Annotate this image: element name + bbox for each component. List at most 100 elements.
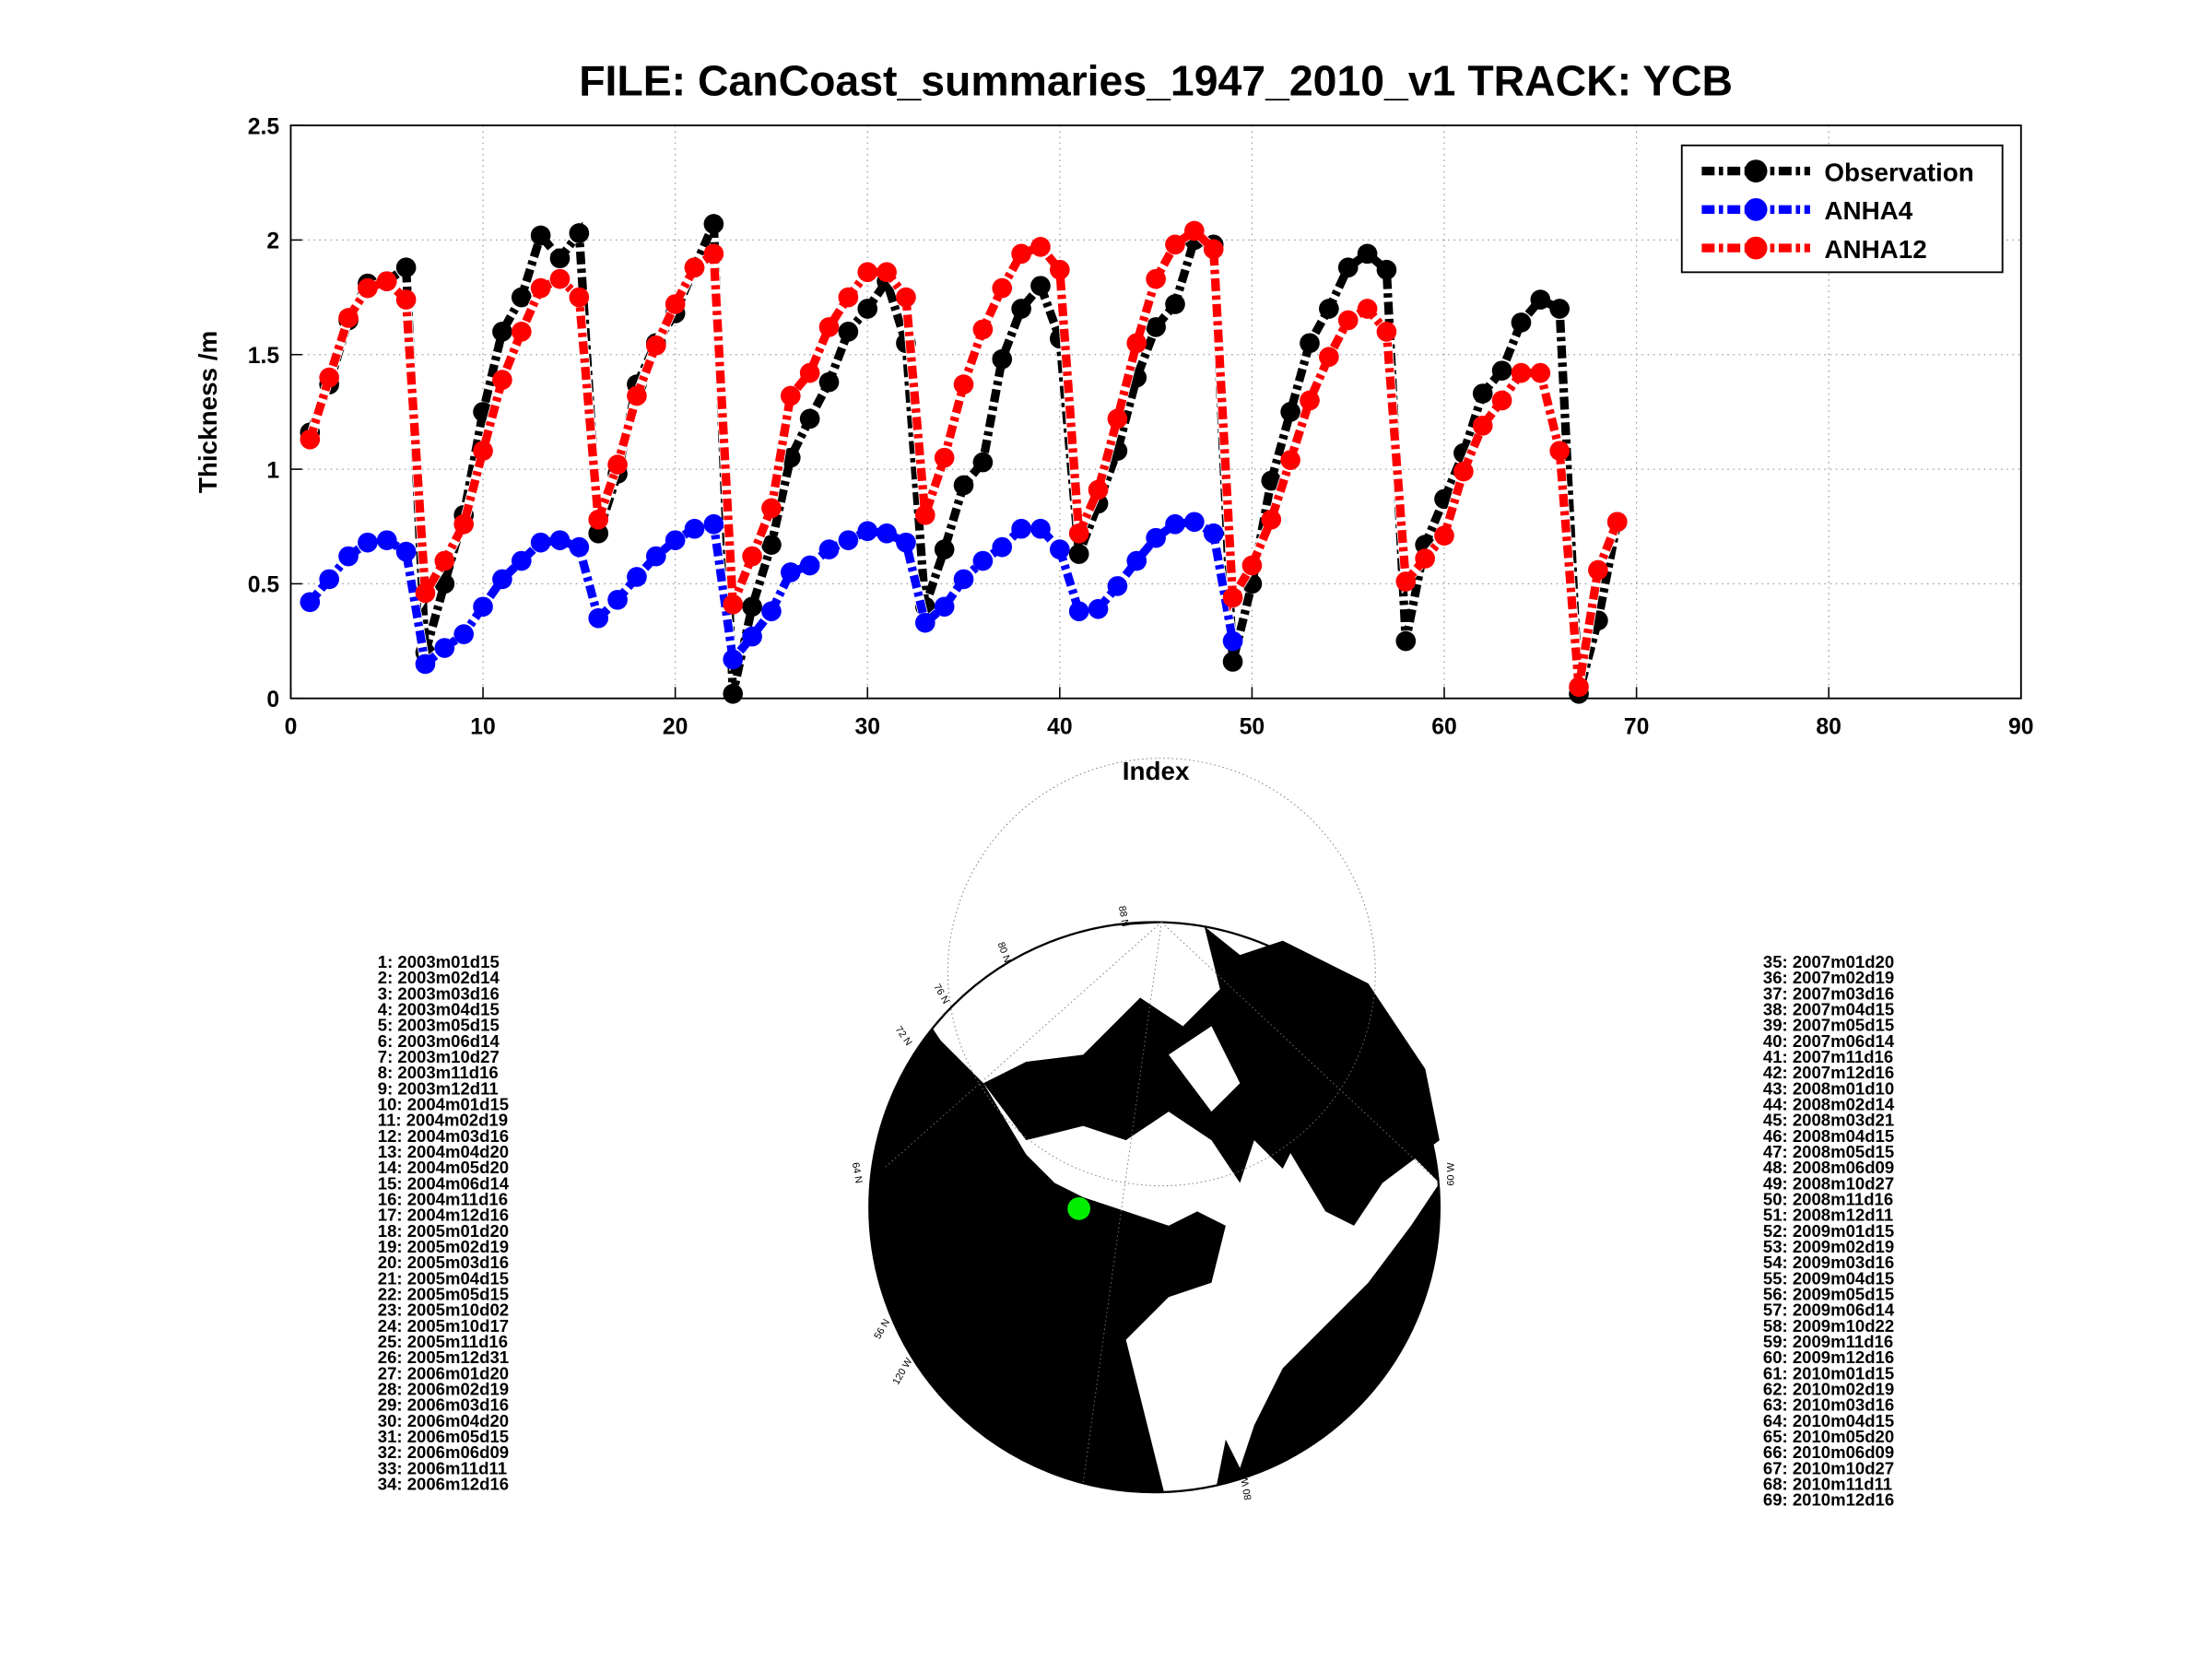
data-point — [1319, 299, 1339, 319]
data-point — [818, 539, 840, 559]
data-point — [799, 362, 820, 383]
map-graticule-label: 80 N — [995, 941, 1013, 965]
legend-label: ANHA4 — [1824, 196, 1912, 225]
date-label: 59: 2009m11d16 — [1763, 1332, 1893, 1351]
data-point — [1415, 548, 1435, 569]
data-point — [818, 371, 840, 393]
date-label: 29: 2006m03d16 — [378, 1395, 509, 1415]
data-point — [992, 348, 1013, 370]
data-point — [588, 607, 609, 629]
data-point — [1549, 441, 1570, 462]
data-point — [549, 248, 571, 269]
date-label: 64: 2010m04d15 — [1763, 1411, 1894, 1430]
data-point — [1357, 243, 1378, 265]
x-tick-label: 90 — [2008, 714, 2034, 739]
date-label: 15: 2004m06d14 — [378, 1173, 510, 1193]
data-point — [1146, 527, 1166, 548]
data-point — [1569, 677, 1589, 698]
data-point — [607, 589, 628, 610]
data-point — [1203, 239, 1224, 260]
data-point — [1107, 576, 1128, 596]
map-graticule-label: 80 W — [1239, 1476, 1253, 1501]
date-label: 19: 2005m02d19 — [378, 1237, 509, 1256]
data-point — [627, 385, 647, 406]
date-label: 60: 2009m12d16 — [1763, 1347, 1894, 1367]
data-point — [530, 532, 551, 553]
data-point — [1376, 259, 1397, 280]
data-point — [1011, 299, 1031, 319]
date-label: 2: 2003m02d14 — [378, 968, 500, 987]
data-point — [1107, 408, 1128, 429]
date-label: 27: 2006m01d20 — [378, 1363, 509, 1382]
date-label: 1: 2003m01d15 — [378, 952, 500, 971]
data-point — [415, 582, 436, 604]
data-point — [1050, 539, 1070, 559]
legend-swatch-marker — [1744, 197, 1768, 221]
map-graticule-label: 72 N — [893, 1024, 914, 1048]
map-graticule-label: 88 N — [1116, 905, 1131, 928]
data-point — [1376, 322, 1397, 342]
data-point — [645, 546, 666, 567]
data-point — [1068, 523, 1089, 544]
data-point — [934, 596, 955, 618]
data-point — [376, 271, 397, 291]
data-point — [896, 287, 916, 308]
data-point — [761, 498, 782, 519]
date-label: 30: 2006m04d20 — [378, 1411, 509, 1430]
date-label: 6: 2003m06d14 — [378, 1031, 500, 1051]
date-label: 10: 2004m01d15 — [378, 1094, 509, 1113]
data-point — [473, 596, 493, 618]
data-point — [1146, 268, 1166, 289]
data-point — [703, 214, 724, 234]
y-axis-label: Thickness /m — [194, 331, 222, 493]
data-point — [1030, 276, 1051, 296]
x-tick-label: 70 — [1624, 714, 1650, 739]
data-point — [972, 319, 994, 340]
date-label: 9: 2003m12d11 — [378, 1078, 499, 1098]
data-point — [896, 532, 916, 553]
data-point — [473, 441, 493, 462]
data-point — [1165, 294, 1185, 314]
date-label: 69: 2010m12d16 — [1763, 1490, 1894, 1510]
data-point — [838, 322, 859, 342]
date-label: 41: 2007m11d16 — [1763, 1047, 1893, 1066]
date-label: 62: 2010m02d19 — [1763, 1379, 1894, 1398]
data-point — [300, 592, 321, 613]
date-label: 61: 2010m01d15 — [1763, 1363, 1894, 1382]
data-point — [549, 268, 571, 289]
date-label: 32: 2006m06d09 — [378, 1442, 509, 1462]
data-point — [376, 530, 397, 550]
data-point — [972, 550, 994, 571]
date-label: 24: 2005m10d17 — [378, 1316, 509, 1335]
date-label: 23: 2005m10d02 — [378, 1300, 509, 1320]
date-label: 35: 2007m01d20 — [1763, 952, 1894, 971]
map-graticule-label: 56 N — [872, 1317, 892, 1341]
data-point — [972, 452, 994, 473]
date-label: 12: 2004m03d16 — [378, 1126, 509, 1146]
data-point — [1280, 450, 1300, 470]
data-point — [569, 223, 590, 243]
date-label: 65: 2010m05d20 — [1763, 1427, 1894, 1446]
data-point — [1126, 333, 1147, 354]
date-label: 50: 2008m11d16 — [1763, 1189, 1893, 1208]
data-point — [1011, 243, 1031, 265]
data-point — [761, 601, 782, 622]
data-point — [1472, 416, 1493, 436]
data-point — [549, 530, 571, 550]
data-point — [1300, 333, 1320, 354]
data-point — [1434, 525, 1454, 547]
x-tick-label: 0 — [285, 714, 298, 739]
data-point — [395, 257, 417, 278]
data-point — [358, 277, 378, 299]
data-point — [1088, 598, 1109, 619]
data-point — [395, 289, 417, 310]
y-tick-label: 0 — [266, 688, 279, 712]
x-tick-label: 30 — [854, 714, 880, 739]
data-point — [799, 408, 820, 429]
data-point — [780, 385, 801, 406]
map-greenland — [1204, 926, 1440, 1226]
legend-swatch-marker — [1744, 236, 1768, 260]
date-label: 28: 2006m02d19 — [378, 1379, 509, 1398]
data-point — [1530, 289, 1551, 310]
